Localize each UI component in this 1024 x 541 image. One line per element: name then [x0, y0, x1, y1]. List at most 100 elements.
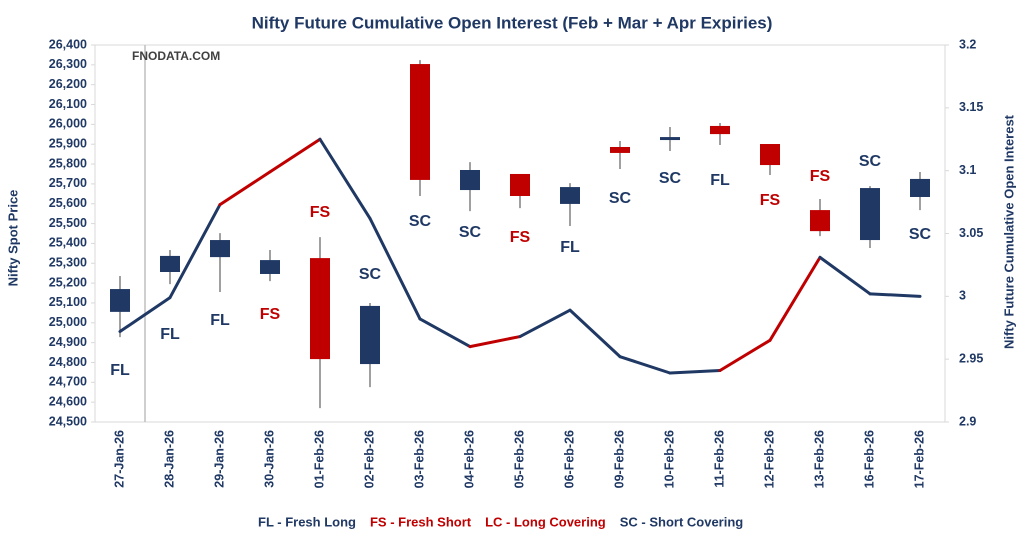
oi-line-segment [368, 216, 422, 321]
candle-body [360, 305, 380, 365]
x-tick-label: 02-Feb-26 [362, 430, 376, 488]
oi-line-segment [868, 292, 922, 298]
y-tick-label: 24,500 [49, 414, 87, 428]
signal-label: SC [859, 153, 882, 170]
candle-body [760, 144, 780, 166]
y2-tick-label: 3.05 [959, 226, 983, 240]
signal-label: FL [160, 326, 180, 343]
signal-label: FL [210, 312, 230, 329]
y-tick-label: 26,200 [49, 77, 87, 91]
y-tick-label: 26,400 [49, 37, 87, 51]
oi-line-segment [218, 170, 272, 207]
x-tick-label: 28-Jan-26 [162, 430, 176, 488]
signal-label: FS [510, 229, 531, 246]
x-tick-label: 17-Feb-26 [912, 430, 926, 488]
y-axis-label: Nifty Spot Price [5, 190, 20, 287]
candle-body [560, 187, 580, 204]
watermark: FNODATA.COM [132, 49, 220, 63]
candle-body [710, 125, 730, 135]
candle-body [460, 170, 480, 191]
x-tick-label: 27-Jan-26 [112, 430, 126, 488]
signal-label: FS [310, 204, 331, 221]
signal-label: SC [359, 266, 382, 283]
signal-label: SC [409, 213, 432, 230]
legend-entry: FS - Fresh Short [370, 514, 472, 529]
candle-body [310, 258, 330, 360]
y-tick-label: 25,700 [49, 176, 87, 190]
x-tick-label: 09-Feb-26 [612, 430, 626, 488]
signal-label: SC [459, 224, 482, 241]
x-tick-label: 16-Feb-26 [862, 430, 876, 488]
y2-tick-label: 3.1 [959, 163, 976, 177]
x-tick-label: 12-Feb-26 [762, 430, 776, 488]
y2-tick-label: 2.95 [959, 351, 983, 365]
candle-body [110, 289, 130, 312]
y-tick-label: 25,000 [49, 315, 87, 329]
x-tick-label: 13-Feb-26 [812, 430, 826, 488]
candle-body [610, 146, 630, 153]
y2-axis-label: Nifty Future Cumulative Open Interest [1001, 114, 1016, 349]
x-tick-label: 10-Feb-26 [662, 430, 676, 488]
x-tick-label: 05-Feb-26 [512, 430, 526, 488]
signal-label: FL [110, 362, 130, 379]
y-tick-label: 24,800 [49, 355, 87, 369]
y2-tick-label: 2.9 [959, 414, 976, 428]
x-tick-label: 11-Feb-26 [712, 430, 726, 488]
oi-line-segment [718, 338, 772, 372]
candle-body [910, 178, 930, 197]
candle-body [510, 173, 530, 196]
oi-line-segment [668, 368, 722, 375]
candle-body [210, 240, 230, 258]
oi-line-segment [618, 355, 672, 375]
legend-entry: LC - Long Covering [485, 514, 606, 529]
oi-line-segment [568, 308, 622, 359]
y-tick-label: 25,400 [49, 236, 87, 250]
candle-body [660, 137, 680, 141]
y-tick-label: 24,900 [49, 335, 87, 349]
y2-tick-label: 3.15 [959, 100, 983, 114]
oi-line-segment [518, 308, 572, 339]
y-tick-label: 25,900 [49, 137, 87, 151]
oi-line-segment [268, 137, 322, 174]
y-tick-label: 24,600 [49, 394, 87, 408]
legend-entry: SC - Short Covering [620, 514, 744, 529]
chart-title: Nifty Future Cumulative Open Interest (F… [252, 13, 773, 32]
oi-line-segment [818, 255, 872, 296]
y-tick-label: 25,500 [49, 216, 87, 230]
y-tick-label: 25,200 [49, 275, 87, 289]
candle-body [860, 188, 880, 241]
signal-label: SC [609, 190, 632, 207]
candle-body [260, 260, 280, 274]
y-tick-label: 24,700 [49, 375, 87, 389]
y2-tick-label: 3.2 [959, 37, 976, 51]
oi-line-segment [118, 296, 172, 334]
signal-label: FS [810, 168, 831, 185]
oi-line-segment [318, 137, 372, 220]
y-tick-label: 26,000 [49, 117, 87, 131]
signal-label: FS [260, 306, 281, 323]
oi-line-segment [168, 203, 222, 300]
candle-body [810, 210, 830, 232]
y-tick-label: 26,300 [49, 57, 87, 71]
legend-entry: FL - Fresh Long [258, 514, 356, 529]
y-tick-label: 25,600 [49, 196, 87, 210]
x-tick-label: 29-Jan-26 [212, 430, 226, 488]
x-tick-label: 30-Jan-26 [262, 430, 276, 488]
candle-body [160, 255, 180, 272]
y2-tick-label: 3 [959, 289, 966, 303]
x-tick-label: 03-Feb-26 [412, 430, 426, 488]
x-tick-label: 04-Feb-26 [462, 430, 476, 488]
signal-label: FL [560, 239, 580, 256]
x-tick-label: 01-Feb-26 [312, 430, 326, 488]
signal-label: FL [710, 172, 730, 189]
oi-line-segment [468, 335, 522, 349]
y-tick-label: 25,100 [49, 295, 87, 309]
signal-label: FS [760, 192, 781, 209]
oi-line-segment [418, 317, 472, 349]
x-tick-label: 06-Feb-26 [562, 430, 576, 488]
y-tick-label: 26,100 [49, 97, 87, 111]
plot-area [94, 44, 946, 423]
signal-label: SC [659, 170, 682, 187]
